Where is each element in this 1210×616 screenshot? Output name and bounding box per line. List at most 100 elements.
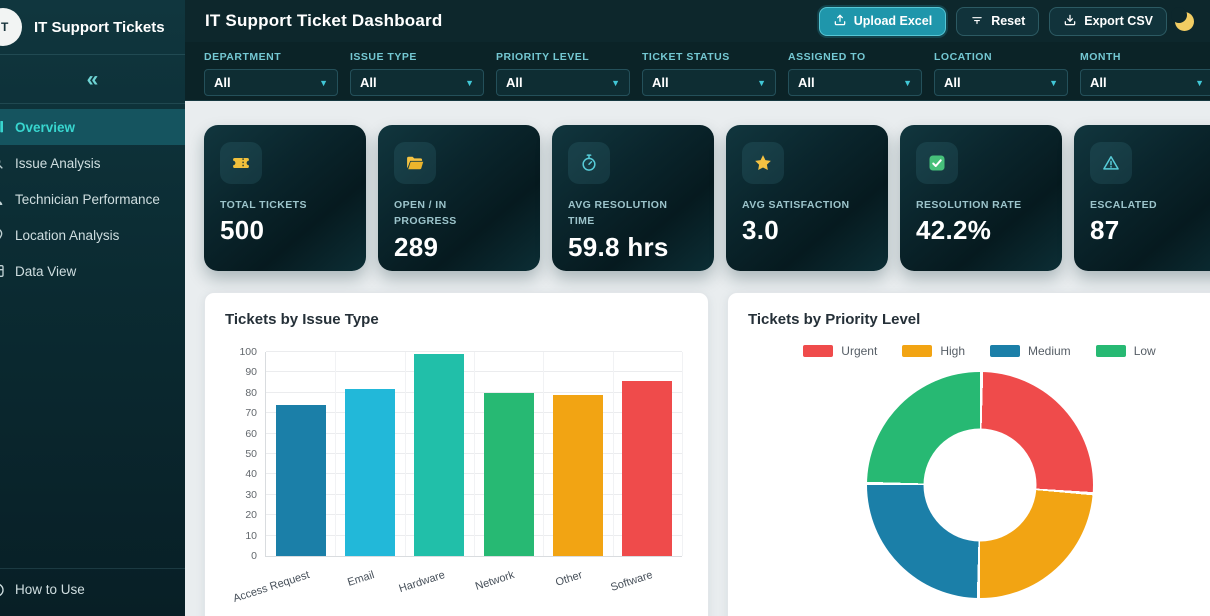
filter-location: LOCATION All ▼ [934, 51, 1068, 100]
export-csv-button[interactable]: Export CSV [1049, 6, 1167, 36]
filter-month-select[interactable]: All ▼ [1080, 69, 1210, 96]
y-axis-tick-label: 90 [245, 366, 257, 379]
sidebar-item-overview[interactable]: Overview [0, 109, 185, 145]
folder-open-icon [394, 142, 436, 184]
y-axis-tick-label: 80 [245, 386, 257, 399]
y-axis-tick-label: 60 [245, 427, 257, 440]
app-logo: IT [0, 8, 22, 46]
chevron-down-icon: ▼ [611, 77, 620, 88]
kpi-row: TOTAL TICKETS 500 OPEN / IN PROGRESS 289… [204, 125, 1210, 271]
page-title: IT Support Ticket Dashboard [205, 11, 443, 30]
filter-issue-type-select[interactable]: All ▼ [350, 69, 484, 96]
gridline [335, 352, 337, 556]
filter-value: All [506, 75, 523, 90]
bar-column [335, 352, 404, 556]
filter-priority-level-select[interactable]: All ▼ [496, 69, 630, 96]
sidebar-item-label: Overview [15, 119, 76, 135]
y-axis-tick-label: 20 [245, 509, 257, 522]
dark-mode-moon-icon[interactable] [1171, 6, 1194, 31]
chevron-down-icon: ▼ [1049, 77, 1058, 88]
legend-label: Low [1133, 344, 1156, 358]
app-logo-text: IT [0, 20, 9, 34]
legend-swatch [1095, 345, 1126, 357]
bar-email[interactable] [345, 388, 395, 556]
bar-chart: 0 10 20 30 40 50 60 70 80 90 100 Access Request Emai… [231, 346, 683, 605]
sidebar-item-how-to-use[interactable]: How to Use [0, 568, 185, 610]
bar-software[interactable] [622, 380, 673, 556]
filter-location-select[interactable]: All ▼ [934, 69, 1068, 96]
filter-value: All [944, 75, 961, 90]
bar-access-request[interactable] [275, 405, 326, 556]
bar-column [543, 352, 612, 556]
y-axis-tick-label: 0 [251, 550, 257, 562]
stopwatch-icon [568, 142, 610, 184]
chevron-down-icon: ▼ [903, 77, 912, 88]
bar-other[interactable] [553, 394, 603, 556]
filter-value: All [652, 75, 669, 90]
legend-swatch [803, 345, 834, 357]
y-axis-tick-label: 100 [239, 346, 257, 358]
sidebar-item-label: Technician Performance [15, 191, 160, 207]
legend-label: Urgent [841, 344, 878, 358]
search-icon [0, 155, 5, 171]
person-icon [0, 191, 5, 207]
kpi-card-avg-resolution-time: AVG RESOLUTION TIME 59.8 hrs [552, 125, 714, 271]
ticket-icon [220, 142, 262, 184]
legend-item-low[interactable]: Low [1095, 344, 1156, 358]
chevron-down-icon: ▼ [1195, 77, 1204, 88]
sidebar-item-data-view[interactable]: Data View [0, 253, 185, 289]
sidebar-item-label: Issue Analysis [15, 155, 101, 171]
upload-excel-button[interactable]: Upload Excel [818, 6, 947, 36]
reset-button[interactable]: Reset [956, 6, 1040, 36]
sidebar-item-location-analysis[interactable]: Location Analysis [0, 217, 185, 253]
y-axis-tick-label: 10 [245, 529, 257, 542]
gridline [404, 352, 406, 556]
star-icon [742, 142, 784, 184]
filter-value: All [798, 75, 815, 90]
charts-row: Tickets by Issue Type 0 10 20 30 40 50 60 70 80 9… [204, 292, 1210, 616]
filter-department-select[interactable]: All ▼ [204, 69, 338, 96]
legend-item-medium[interactable]: Medium [990, 344, 1071, 358]
donut-chart-area: Urgent High Medium Low [748, 328, 1210, 598]
top-bar: IT Support Ticket Dashboard Upload Excel… [185, 0, 1210, 42]
legend-item-high[interactable]: High [902, 344, 965, 358]
main-area: IT Support Ticket Dashboard Upload Excel… [185, 0, 1210, 616]
donut-hole [923, 428, 1036, 542]
kpi-card-avg-satisfaction: AVG SATISFACTION 3.0 [726, 125, 888, 271]
x-axis-tick-label: Network [473, 569, 516, 593]
chart-title: Tickets by Priority Level [748, 311, 921, 328]
sidebar-item-issue-analysis[interactable]: Issue Analysis [0, 145, 185, 181]
sidebar-footer-label: How to Use [15, 582, 85, 597]
filter-priority-level: PRIORITY LEVEL All ▼ [496, 51, 630, 100]
reset-label: Reset [991, 14, 1026, 28]
issue-type-chart-card: Tickets by Issue Type 0 10 20 30 40 50 60 70 80 9… [204, 292, 709, 616]
table-icon [0, 263, 5, 279]
warning-triangle-icon [1090, 142, 1132, 184]
filter-ticket-status-select[interactable]: All ▼ [642, 69, 776, 96]
chart-title: Tickets by Issue Type [225, 311, 379, 328]
bar-column [266, 352, 335, 556]
sidebar-collapse-button[interactable]: « [77, 65, 109, 94]
bar-hardware[interactable] [414, 354, 465, 556]
app-title: IT Support Tickets [34, 18, 165, 36]
filter-assigned-to-select[interactable]: All ▼ [788, 69, 922, 96]
chevron-down-icon: ▼ [465, 77, 474, 88]
filter-reset-icon [970, 13, 984, 30]
sidebar: IT IT Support Tickets « Overview Issue A… [0, 0, 185, 616]
legend-item-urgent[interactable]: Urgent [803, 344, 877, 358]
bar-column [613, 352, 682, 556]
sidebar-item-technician-performance[interactable]: Technician Performance [0, 181, 185, 217]
bar-network[interactable] [483, 392, 534, 556]
y-axis-tick-label: 30 [245, 488, 257, 501]
legend-swatch [902, 345, 933, 357]
kpi-card-resolution-rate: RESOLUTION RATE 42.2% [900, 125, 1062, 271]
kpi-card-escalated: ESCALATED 87 [1074, 125, 1210, 271]
gridline [543, 352, 545, 556]
filter-value: All [214, 75, 231, 90]
legend-label: Medium [1028, 344, 1071, 358]
priority-level-chart-card: Tickets by Priority Level Urgent High Medi… [727, 292, 1210, 616]
sidebar-spacer [0, 289, 185, 568]
x-axis-tick-label: Software [609, 569, 655, 594]
donut-chart[interactable] [866, 372, 1093, 598]
sidebar-header: IT IT Support Tickets [0, 0, 185, 55]
